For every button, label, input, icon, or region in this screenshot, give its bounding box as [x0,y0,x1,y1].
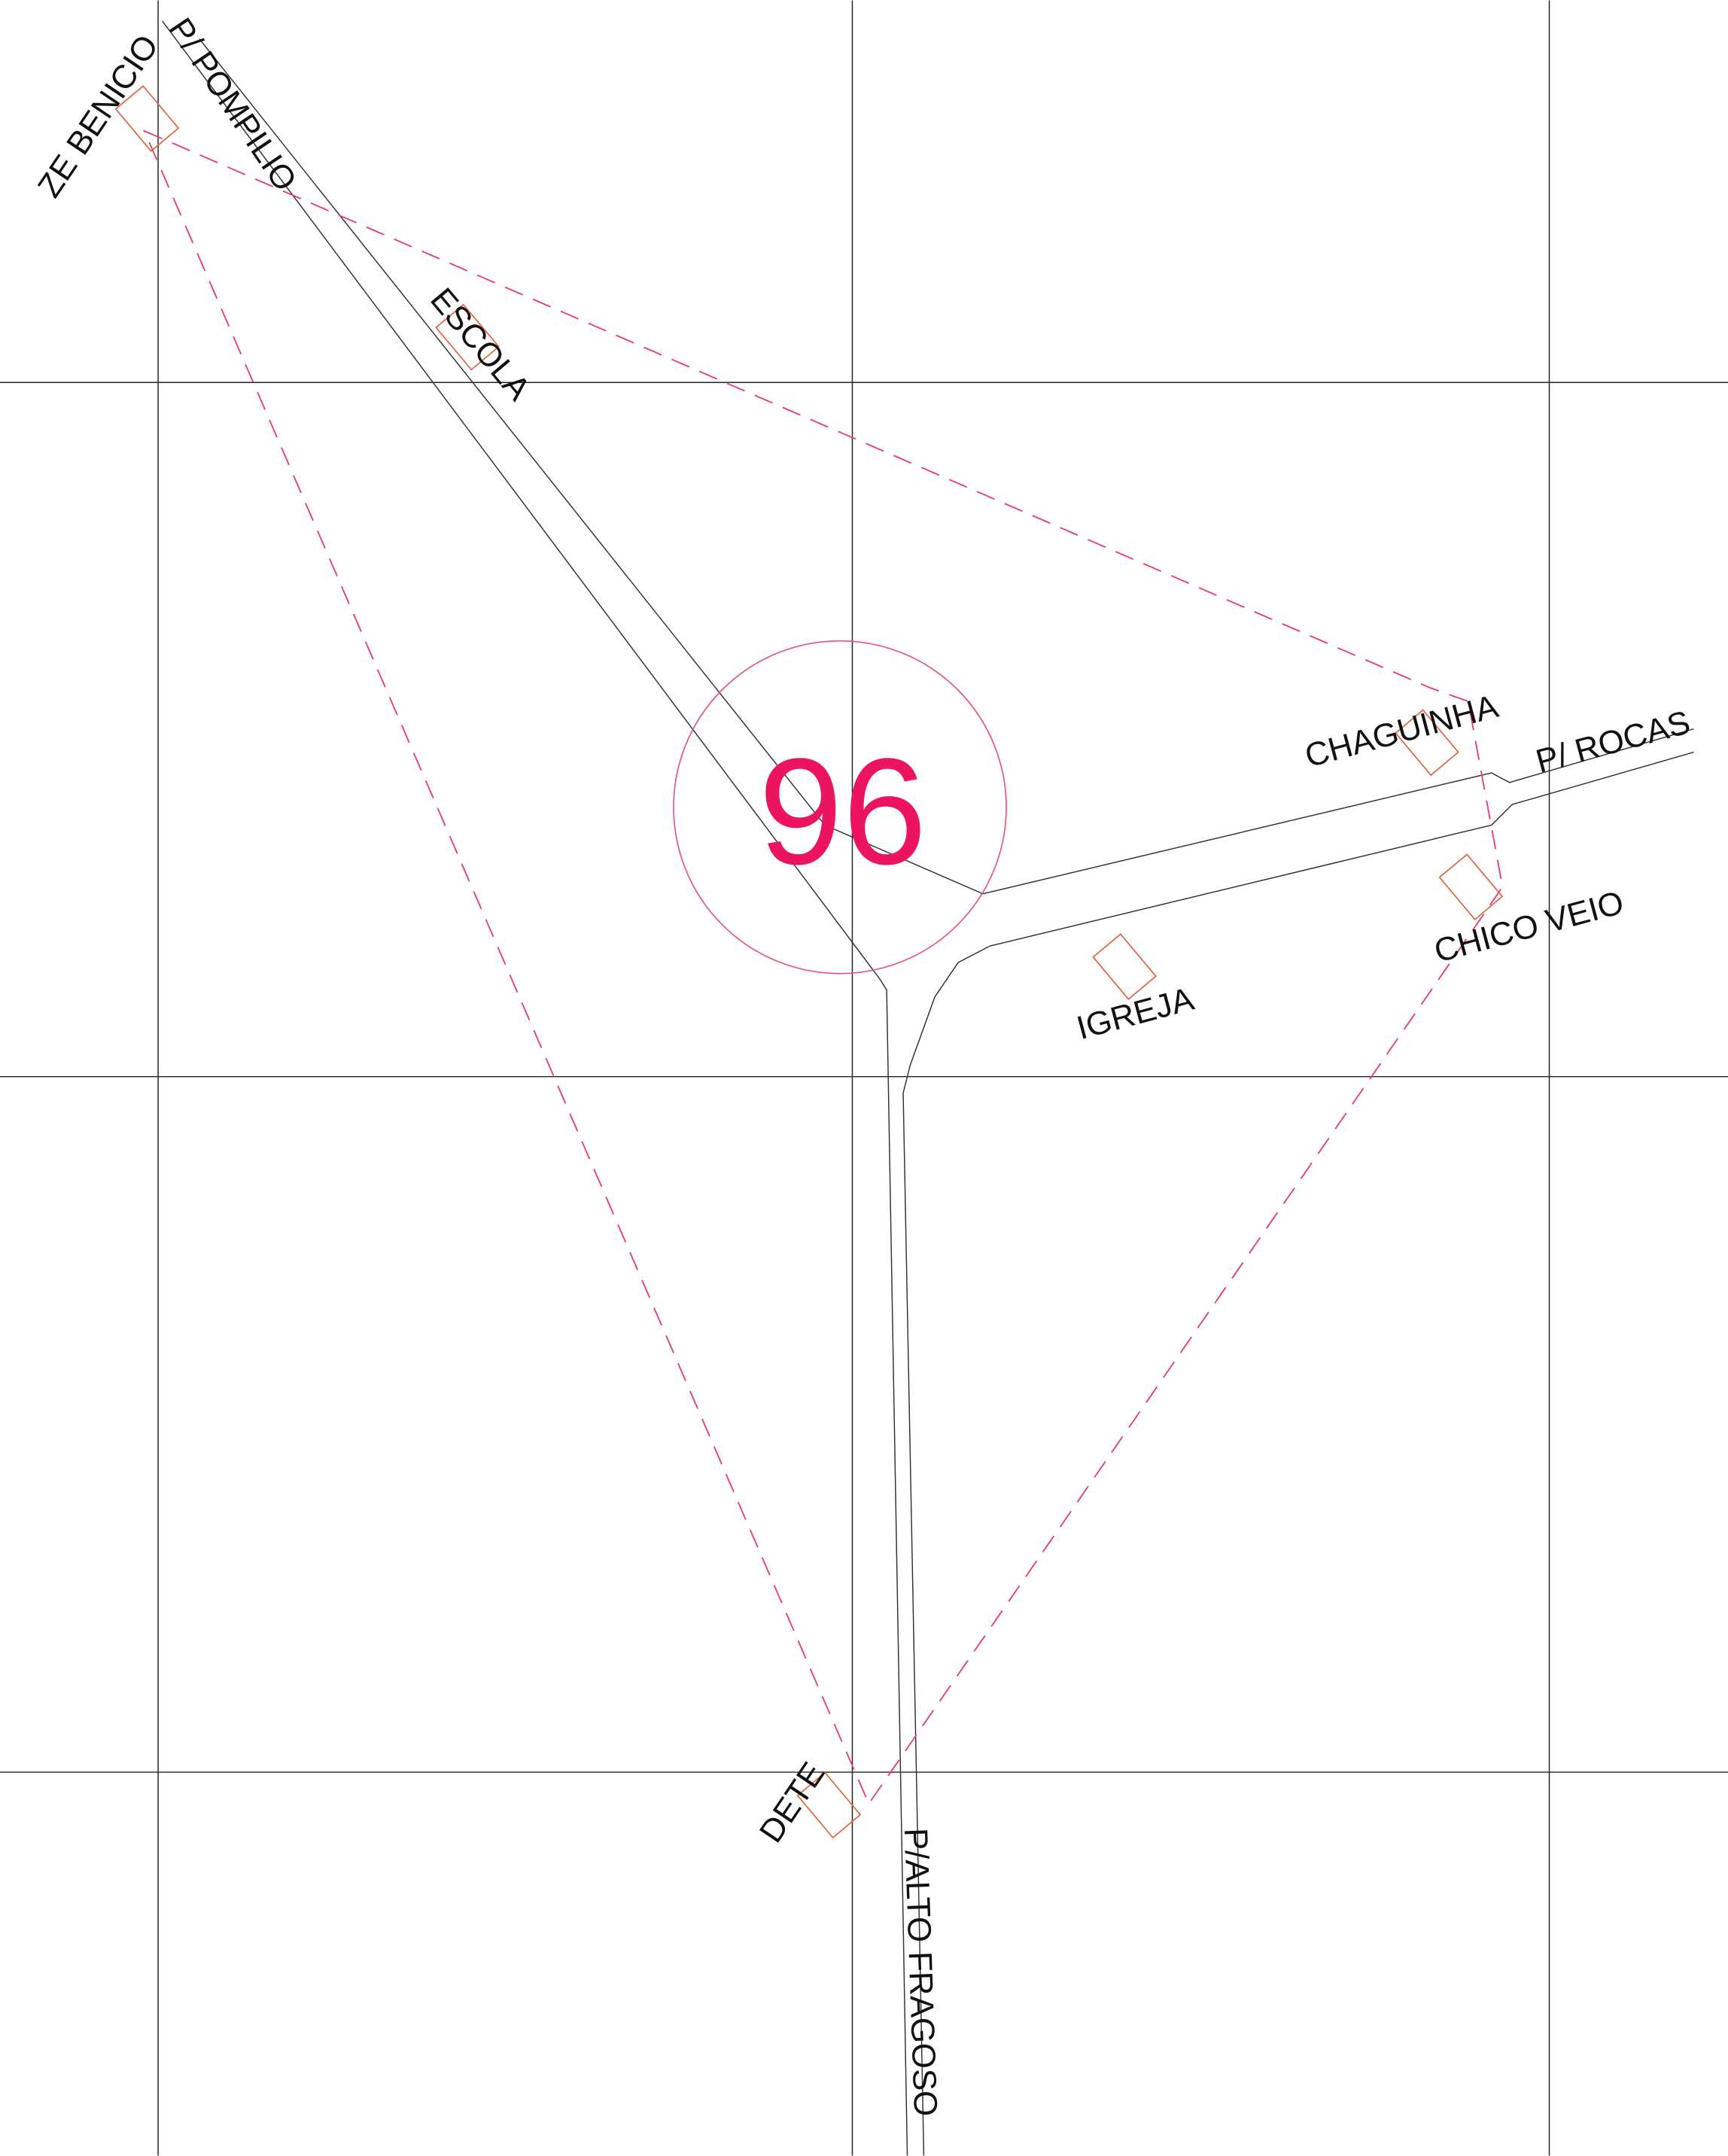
circle [673,640,1007,975]
road-label: P/ ROCAS [1532,704,1694,780]
building [1438,853,1504,921]
building [114,85,180,152]
place-label: CHICO VEIO [1430,884,1627,970]
road-label: P/ALTO FRAGOSO [897,1827,944,2117]
place-label: CHAGUINHA [1301,688,1502,775]
buildings [114,85,1504,1839]
building [435,303,500,371]
place-label: IGREJA [1073,981,1198,1047]
road-edge [161,20,908,2156]
boundary [143,129,1504,1805]
area-number: 96 [759,727,926,896]
building [1092,933,1157,1000]
place-label: ZE BENICIO [31,29,166,204]
road-edge [199,38,1694,895]
place-label: DETE [753,1756,832,1849]
road-edge [902,751,1694,2156]
roads [161,20,1694,2156]
place-label: ESCOLA [423,281,537,408]
building [796,1771,862,1839]
building [1395,709,1459,777]
